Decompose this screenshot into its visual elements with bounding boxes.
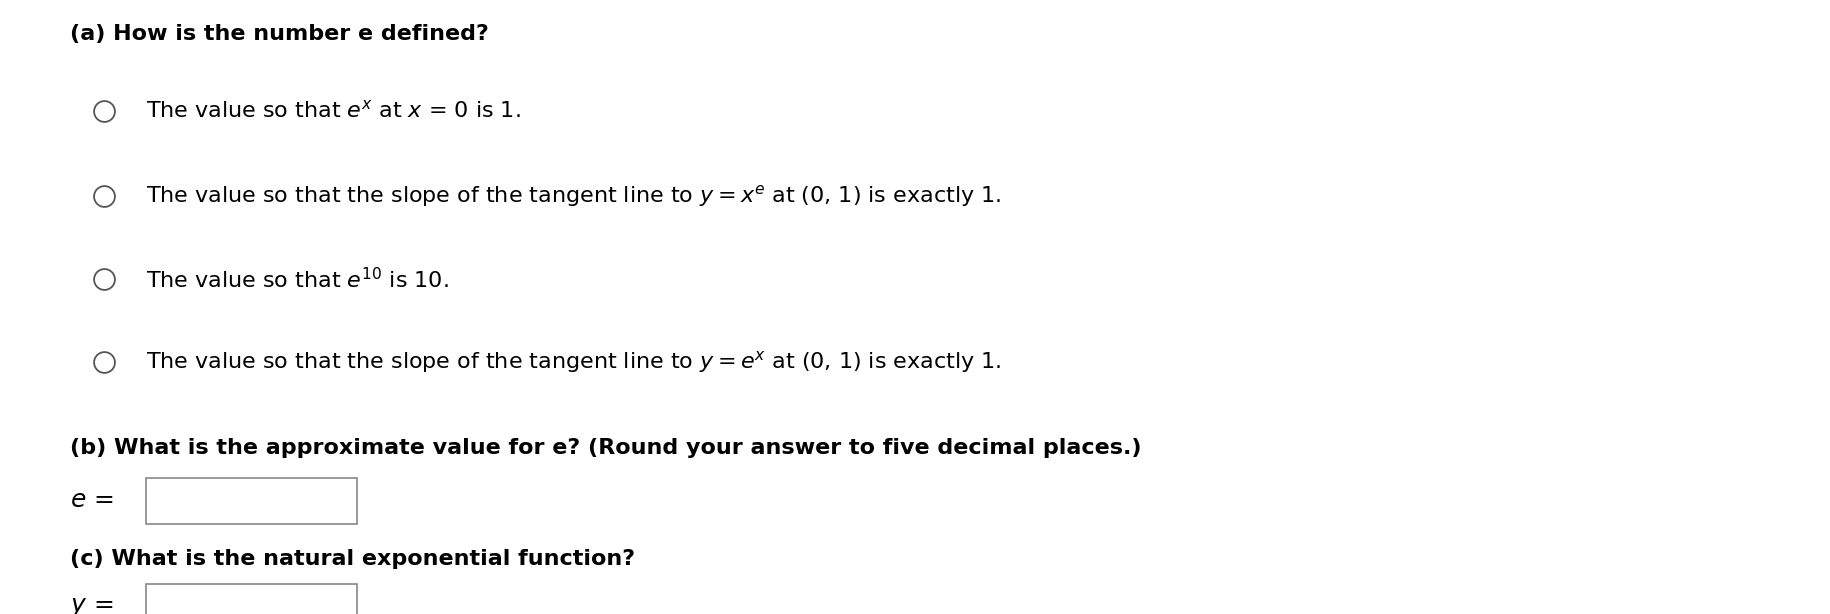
Text: The value so that $e^x$ at $x$ = 0 is 1.: The value so that $e^x$ at $x$ = 0 is 1. xyxy=(146,99,522,122)
Text: The value so that $e^{10}$ is 10.: The value so that $e^{10}$ is 10. xyxy=(146,266,448,292)
Text: The value so that the slope of the tangent line to $y = x^e$ at (0, 1) is exactl: The value so that the slope of the tange… xyxy=(146,184,1001,209)
Text: The value so that the slope of the tangent line to $y = e^x$ at (0, 1) is exactl: The value so that the slope of the tange… xyxy=(146,349,1001,375)
Text: (b) What is the approximate value for e? (Round your answer to five decimal plac: (b) What is the approximate value for e?… xyxy=(70,438,1140,458)
Text: $e$ =: $e$ = xyxy=(70,488,113,513)
FancyBboxPatch shape xyxy=(146,584,357,614)
Text: (c) What is the natural exponential function?: (c) What is the natural exponential func… xyxy=(70,549,635,569)
Text: $y$ =: $y$ = xyxy=(70,594,113,614)
FancyBboxPatch shape xyxy=(146,478,357,524)
Text: (a) How is the number e defined?: (a) How is the number e defined? xyxy=(70,24,489,44)
